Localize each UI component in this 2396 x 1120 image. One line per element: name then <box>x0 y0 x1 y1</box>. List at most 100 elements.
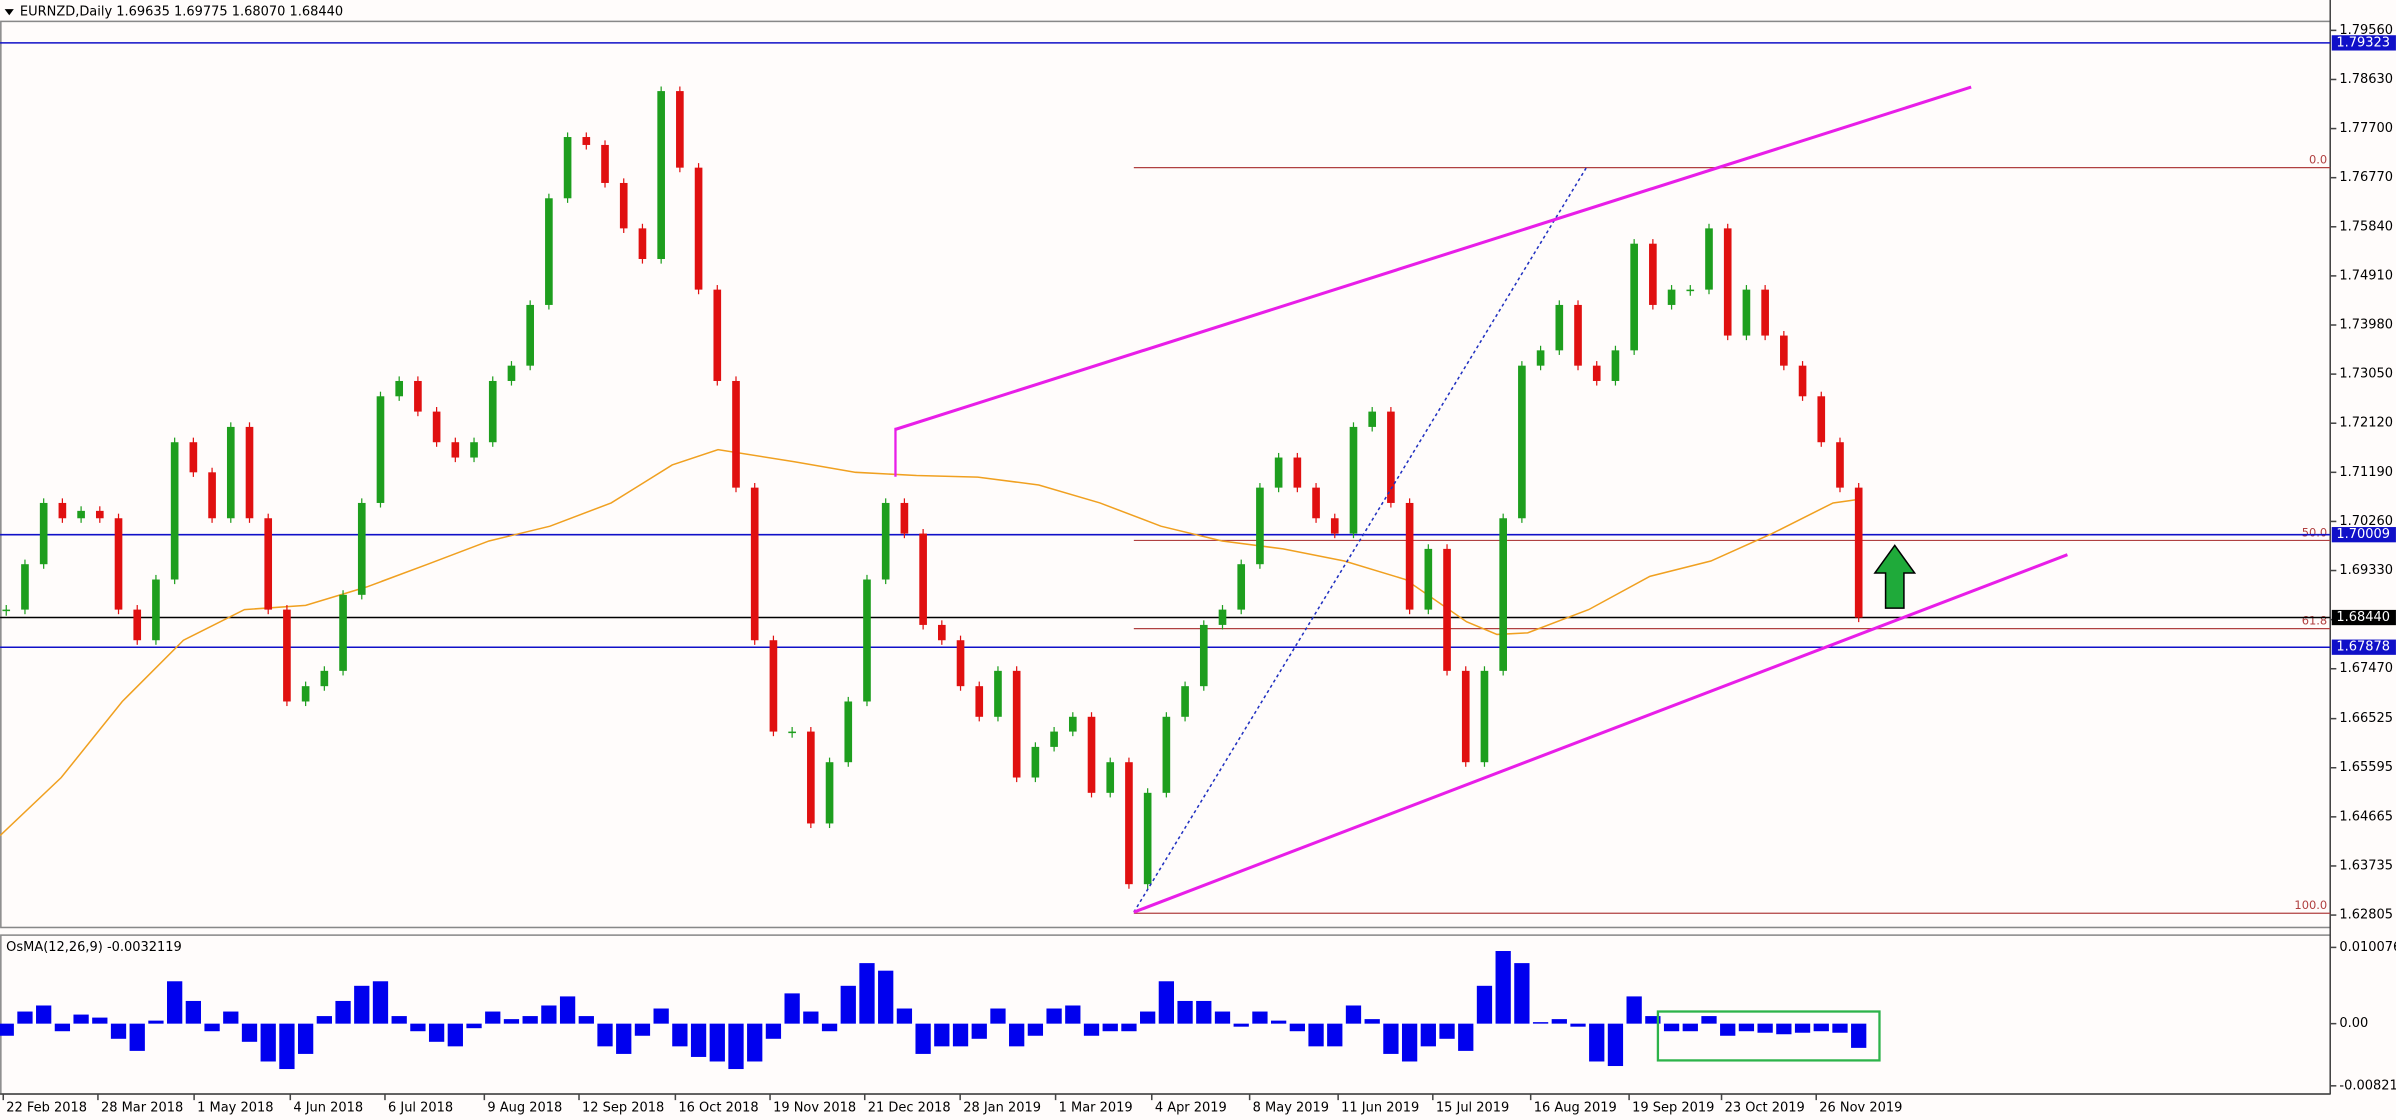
highlight-box <box>1656 1010 1881 1062</box>
histogram-bar <box>1476 985 1493 1024</box>
histogram-bar <box>17 1011 33 1024</box>
candle <box>1125 762 1133 885</box>
y-tick-label: 1.63735 <box>2339 858 2393 873</box>
fib-label: 100.0 <box>2294 898 2327 912</box>
candle <box>994 670 1002 717</box>
fib-label: 61.8 <box>2302 613 2327 627</box>
histogram-bar <box>1401 1023 1418 1062</box>
histogram-bar <box>1196 1000 1212 1024</box>
price-level-box <box>2331 35 2396 51</box>
histogram-bar <box>803 1011 819 1024</box>
histogram-bar <box>821 1023 838 1032</box>
histogram-bar <box>578 1016 594 1024</box>
x-tick-label: 1 May 2018 <box>197 1100 273 1115</box>
candle <box>1723 228 1732 336</box>
candle <box>1611 350 1620 381</box>
candle <box>1667 289 1676 305</box>
histogram-bar <box>1514 963 1530 1024</box>
axis-layer: 1.79560 1.78630 1.77700 1.76770 1.75840 1.749… <box>2 23 2396 1115</box>
histogram-bar <box>1776 1023 1792 1035</box>
candle <box>1312 487 1320 519</box>
fib-label: 50.0 <box>2302 525 2327 539</box>
histogram-bar <box>559 996 576 1024</box>
candle <box>245 426 254 519</box>
up-arrow <box>1873 544 1917 609</box>
y-tick-label: 1.73980 <box>2339 318 2393 333</box>
x-tick-label: 19 Nov 2018 <box>773 1100 856 1115</box>
histogram-bar <box>1083 1023 1100 1036</box>
candle <box>1162 716 1171 793</box>
candle <box>1256 487 1264 565</box>
histogram-bar <box>1214 1011 1231 1024</box>
histogram-bar <box>1420 1023 1436 1047</box>
candle <box>21 564 29 610</box>
y-tick-label: 1.77700 <box>2339 121 2393 136</box>
candle <box>919 533 927 625</box>
candle <box>1705 228 1713 290</box>
x-tick-label: 28 Mar 2018 <box>101 1100 183 1115</box>
candle <box>451 442 460 458</box>
y-tick-label: 1.62805 <box>2339 908 2393 923</box>
candle <box>170 442 179 580</box>
histogram-bar <box>92 1017 108 1024</box>
fib-label: 0.0 <box>2309 153 2327 167</box>
histogram-bar <box>1757 1023 1773 1033</box>
y-tick-label: 1.74910 <box>2339 268 2393 283</box>
candle <box>732 380 740 488</box>
candle <box>470 442 478 458</box>
candle <box>357 502 366 595</box>
histogram-bar <box>1851 1023 1867 1048</box>
histogram-bar <box>653 1008 669 1024</box>
histogram-bar <box>1121 1023 1137 1032</box>
histogram-bar <box>54 1023 71 1032</box>
histogram-bar <box>1345 1005 1362 1024</box>
candle <box>1087 716 1096 793</box>
histogram-bar <box>971 1023 987 1039</box>
histogram-bar <box>1027 1023 1044 1036</box>
histogram-bar <box>765 1023 782 1039</box>
histogram-bar <box>1158 981 1175 1024</box>
chart-title: EURNZD,Daily 1.69635 1.69775 1.68070 1.6… <box>20 5 343 20</box>
y-tick-label: 1.78630 <box>2339 72 2393 87</box>
candle <box>1349 426 1358 534</box>
histogram-bar <box>1720 1023 1736 1036</box>
y-tick-label: 1.65595 <box>2339 760 2393 775</box>
candle <box>1387 411 1395 503</box>
candle <box>619 182 628 229</box>
price-level-box <box>2331 609 2396 626</box>
candle <box>1068 716 1077 732</box>
candle <box>39 502 48 565</box>
candle <box>189 442 198 473</box>
histogram-bar <box>952 1023 969 1047</box>
histogram-bar <box>878 970 894 1024</box>
histogram-bar <box>1065 1005 1081 1024</box>
candle <box>488 380 497 443</box>
candle <box>713 289 722 381</box>
histogram-bar <box>447 1023 463 1047</box>
x-tick-label: 1 Mar 2019 <box>1059 1100 1133 1115</box>
candle <box>339 594 347 671</box>
candle <box>1031 746 1040 778</box>
histogram-bar <box>1645 1016 1661 1024</box>
y-tick-label: 1.70260 <box>2339 514 2393 529</box>
candle <box>77 510 85 519</box>
histogram-bar <box>1532 1022 1549 1024</box>
candle <box>1574 304 1582 366</box>
data-layer <box>0 86 1867 1070</box>
candle <box>750 487 759 641</box>
y-tick-label: 1.72120 <box>2339 416 2393 431</box>
histogram-bar <box>1270 1020 1287 1024</box>
candle <box>283 609 291 702</box>
histogram-bar <box>1102 1023 1118 1032</box>
histogram-bar <box>167 981 183 1024</box>
candle <box>1237 564 1246 610</box>
y-tick-label: 0.00 <box>2339 1016 2368 1031</box>
price-level-label: 1.68440 <box>2336 610 2390 625</box>
price-level-label: 1.79323 <box>2336 35 2390 50</box>
histogram-bar <box>410 1023 426 1032</box>
candle <box>301 686 310 702</box>
histogram-bar <box>223 1011 239 1024</box>
candle <box>376 396 385 503</box>
